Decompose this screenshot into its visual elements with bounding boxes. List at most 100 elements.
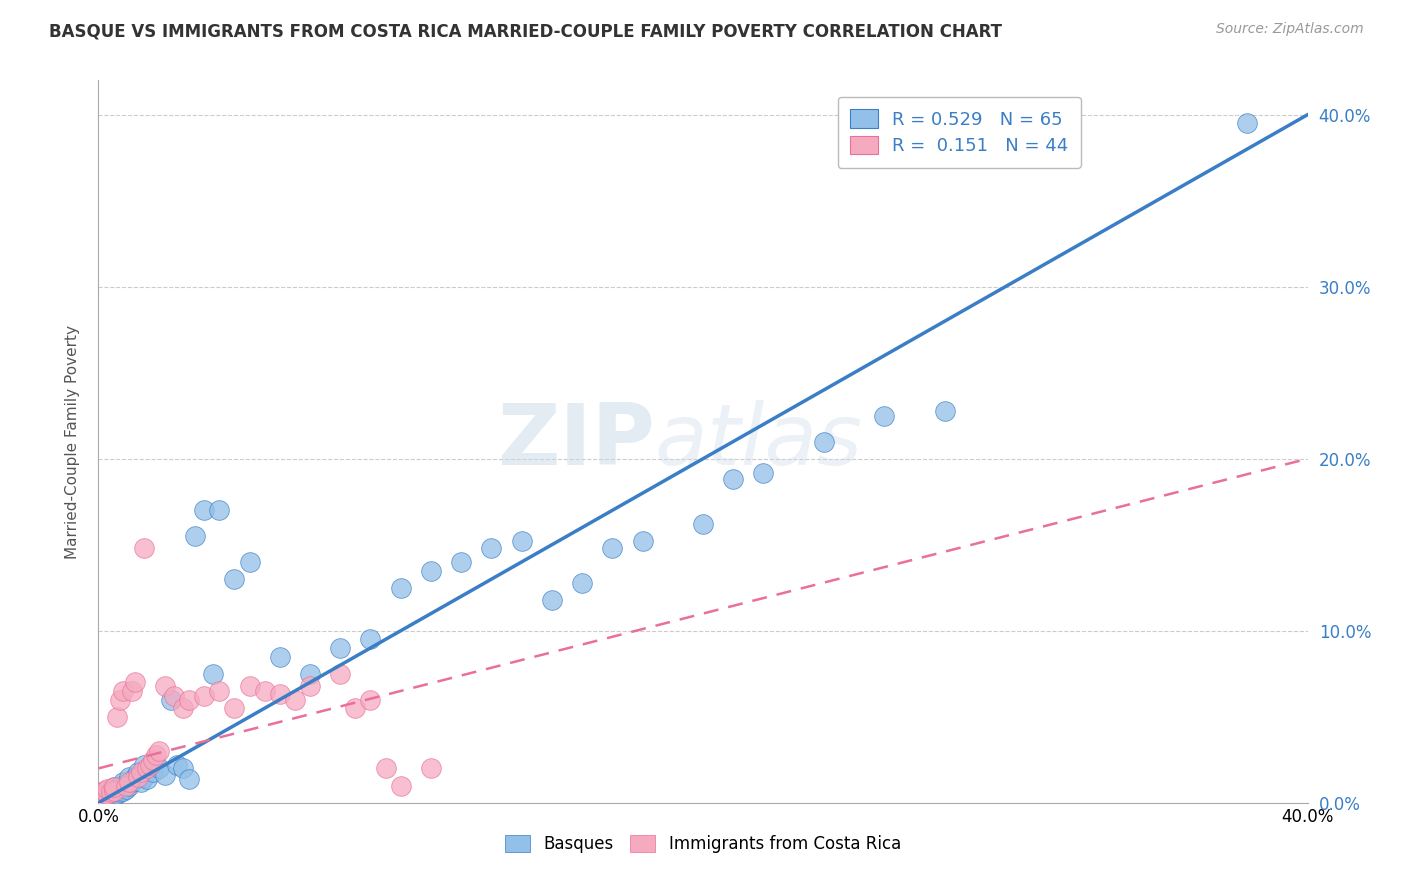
Point — [269, 649, 291, 664]
Point — [96, 787, 118, 801]
Point — [166, 758, 188, 772]
Point — [105, 787, 128, 801]
Point — [132, 770, 155, 784]
Point — [135, 772, 157, 786]
Point — [105, 710, 128, 724]
Point — [132, 541, 155, 556]
Point — [692, 517, 714, 532]
Point — [374, 761, 396, 775]
Point — [127, 764, 149, 779]
Point — [208, 684, 231, 698]
Point — [127, 770, 149, 784]
Point — [87, 787, 110, 801]
Point — [108, 692, 131, 706]
Text: BASQUE VS IMMIGRANTS FROM COSTA RICA MARRIED-COUPLE FAMILY POVERTY CORRELATION C: BASQUE VS IMMIGRANTS FROM COSTA RICA MAR… — [49, 22, 1002, 40]
Point — [129, 775, 152, 789]
Point — [114, 779, 136, 793]
Point — [103, 780, 125, 795]
Point — [172, 761, 194, 775]
Point — [450, 555, 472, 569]
Point — [153, 768, 176, 782]
Point — [723, 472, 745, 486]
Point — [299, 679, 322, 693]
Point — [108, 785, 131, 799]
Point — [148, 761, 170, 775]
Point — [96, 789, 118, 803]
Point — [90, 794, 112, 808]
Point — [153, 679, 176, 693]
Point — [121, 684, 143, 698]
Point — [145, 747, 167, 762]
Point — [224, 701, 246, 715]
Point — [103, 789, 125, 803]
Point — [284, 692, 307, 706]
Point — [129, 764, 152, 779]
Point — [93, 792, 115, 806]
Point — [124, 675, 146, 690]
Point — [873, 409, 896, 423]
Point — [93, 784, 115, 798]
Point — [87, 792, 110, 806]
Point — [90, 790, 112, 805]
Point — [420, 761, 443, 775]
Point — [111, 784, 134, 798]
Point — [118, 775, 141, 789]
Legend: Basques, Immigrants from Costa Rica: Basques, Immigrants from Costa Rica — [498, 828, 908, 860]
Point — [344, 701, 367, 715]
Point — [481, 541, 503, 556]
Point — [540, 592, 562, 607]
Point — [179, 772, 201, 786]
Point — [100, 785, 122, 799]
Point — [193, 503, 215, 517]
Point — [114, 782, 136, 797]
Point — [224, 572, 246, 586]
Point — [202, 666, 225, 681]
Point — [360, 632, 382, 647]
Point — [118, 779, 141, 793]
Text: ZIP: ZIP — [496, 400, 655, 483]
Point — [139, 758, 162, 772]
Point — [179, 692, 201, 706]
Point — [813, 434, 835, 449]
Point — [163, 689, 186, 703]
Point — [105, 784, 128, 798]
Point — [239, 555, 262, 569]
Point — [100, 782, 122, 797]
Point — [142, 753, 165, 767]
Point — [239, 679, 262, 693]
Point — [103, 780, 125, 795]
Point — [360, 692, 382, 706]
Point — [752, 466, 775, 480]
Point — [87, 792, 110, 806]
Point — [1236, 116, 1258, 130]
Point — [111, 775, 134, 789]
Point — [132, 758, 155, 772]
Point — [253, 684, 276, 698]
Point — [269, 687, 291, 701]
Point — [87, 796, 110, 810]
Point — [299, 666, 322, 681]
Point — [108, 779, 131, 793]
Point — [96, 785, 118, 799]
Point — [93, 789, 115, 803]
Point — [172, 701, 194, 715]
Point — [124, 770, 146, 784]
Point — [184, 529, 207, 543]
Point — [111, 684, 134, 698]
Point — [93, 787, 115, 801]
Point — [193, 689, 215, 703]
Point — [103, 784, 125, 798]
Point — [118, 770, 141, 784]
Point — [142, 764, 165, 779]
Point — [329, 640, 352, 655]
Point — [329, 666, 352, 681]
Point — [90, 785, 112, 799]
Point — [160, 692, 183, 706]
Point — [389, 581, 412, 595]
Point — [602, 541, 624, 556]
Point — [87, 789, 110, 803]
Point — [135, 761, 157, 775]
Point — [103, 785, 125, 799]
Point — [121, 775, 143, 789]
Text: Source: ZipAtlas.com: Source: ZipAtlas.com — [1216, 22, 1364, 37]
